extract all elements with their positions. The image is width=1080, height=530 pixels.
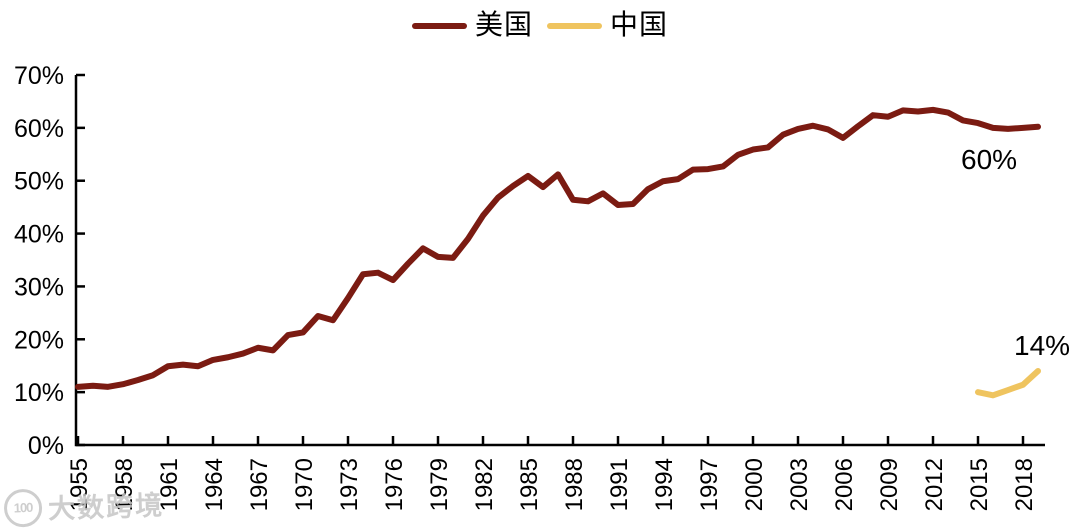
x-tick-label: 1955: [66, 458, 93, 511]
x-tick-label: 1997: [696, 458, 723, 511]
x-tick-label: 2003: [786, 458, 813, 511]
legend-label-cn: 中国: [610, 10, 669, 41]
x-tick-label: 1970: [291, 458, 318, 511]
x-tick-label: 2009: [876, 458, 903, 511]
legend-item-cn: 中国: [547, 12, 668, 40]
x-tick-label: 1958: [111, 458, 138, 511]
y-tick-label: 50%: [14, 168, 64, 196]
watermark-logo-icon: 100: [3, 487, 43, 528]
y-tick-label: 10%: [14, 379, 64, 407]
watermark-text: 大数跨境: [47, 490, 165, 525]
x-tick-label: 1982: [471, 458, 498, 511]
axis-frame: [74, 75, 1045, 447]
legend-item-us: 美国: [411, 10, 533, 41]
y-tick-label: 40%: [14, 221, 64, 249]
y-tick-label: 70%: [14, 62, 64, 90]
x-tick-label: 1988: [561, 458, 588, 511]
x-tick-label: 1967: [246, 458, 273, 511]
x-tick-label: 1961: [156, 458, 183, 511]
y-tick-label: 60%: [14, 115, 64, 143]
us-series-line: [75, 106, 1041, 390]
cn-series-line: [975, 368, 1041, 399]
watermark: 100 大数跨境: [3, 483, 165, 528]
y-tick-label: 20%: [14, 326, 64, 354]
x-tick-label: 1976: [381, 458, 408, 511]
cn-end-value-label: 14%: [1014, 330, 1071, 361]
us-end-value-label: 60%: [961, 144, 1018, 175]
chart-legend: 美国 中国: [0, 12, 1080, 40]
us-line-swatch-icon: [411, 23, 467, 29]
x-tick-label: 2018: [1011, 458, 1038, 511]
y-tick-label: 30%: [14, 273, 64, 301]
x-tick-label: 1979: [426, 458, 453, 511]
legend-label-us: 美国: [474, 10, 533, 41]
x-tick-label: 2015: [966, 458, 993, 511]
x-tick-label: 1985: [516, 458, 543, 511]
x-tick-label: 1994: [651, 458, 678, 511]
x-tick-label: 1991: [606, 458, 633, 511]
x-tick-label: 2006: [831, 458, 858, 511]
x-tick-label: 1973: [336, 458, 363, 511]
x-tick-label: 2000: [741, 458, 768, 511]
y-tick-label: 0%: [28, 432, 64, 460]
x-tick-label: 1964: [201, 458, 228, 511]
x-tick-label: 2012: [921, 458, 948, 511]
cn-line-swatch-icon: [547, 23, 602, 29]
